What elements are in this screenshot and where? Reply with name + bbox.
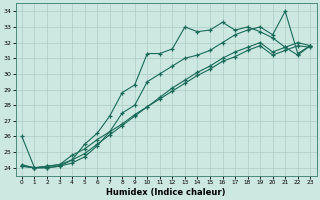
X-axis label: Humidex (Indice chaleur): Humidex (Indice chaleur) bbox=[106, 188, 226, 197]
